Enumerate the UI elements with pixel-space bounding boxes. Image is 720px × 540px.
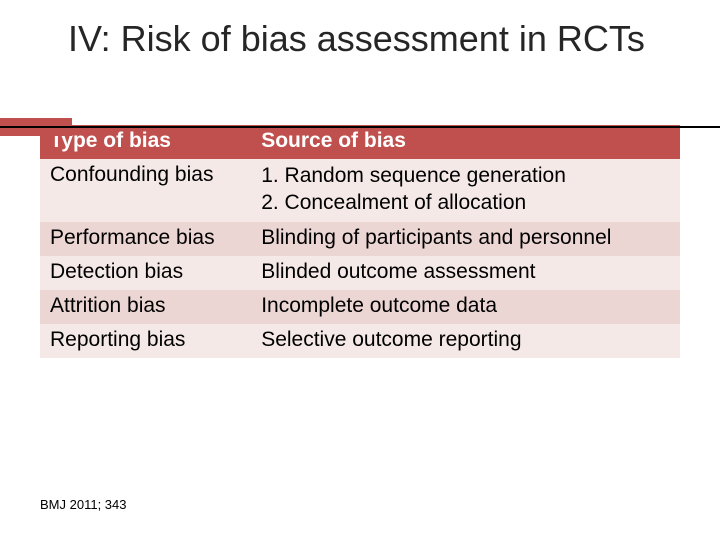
bias-table-wrap: Type of bias Source of bias Confounding … <box>40 125 680 358</box>
cell-type: Reporting bias <box>40 324 251 358</box>
cell-type: Confounding bias <box>40 159 251 222</box>
table-row: Performance bias Blinding of participant… <box>40 222 680 256</box>
bias-table: Type of bias Source of bias Confounding … <box>40 125 680 358</box>
citation: BMJ 2011; 343 <box>40 497 126 512</box>
cell-source: 1. Random sequence generation2. Concealm… <box>251 159 680 222</box>
cell-type: Performance bias <box>40 222 251 256</box>
table-row: Detection bias Blinded outcome assessmen… <box>40 256 680 290</box>
table-row: Attrition bias Incomplete outcome data <box>40 290 680 324</box>
cell-source: Incomplete outcome data <box>251 290 680 324</box>
table-header-row: Type of bias Source of bias <box>40 125 680 159</box>
cell-source: Blinding of participants and personnel <box>251 222 680 256</box>
title-underline <box>0 126 720 128</box>
table-row: Reporting bias Selective outcome reporti… <box>40 324 680 358</box>
slide-container: IV: Risk of bias assessment in RCTs Type… <box>0 0 720 540</box>
cell-type: Detection bias <box>40 256 251 290</box>
slide-title: IV: Risk of bias assessment in RCTs <box>68 18 680 59</box>
cell-source: Blinded outcome assessment <box>251 256 680 290</box>
header-source: Source of bias <box>251 125 680 159</box>
cell-type: Attrition bias <box>40 290 251 324</box>
cell-source: Selective outcome reporting <box>251 324 680 358</box>
table-row: Confounding bias 1. Random sequence gene… <box>40 159 680 222</box>
